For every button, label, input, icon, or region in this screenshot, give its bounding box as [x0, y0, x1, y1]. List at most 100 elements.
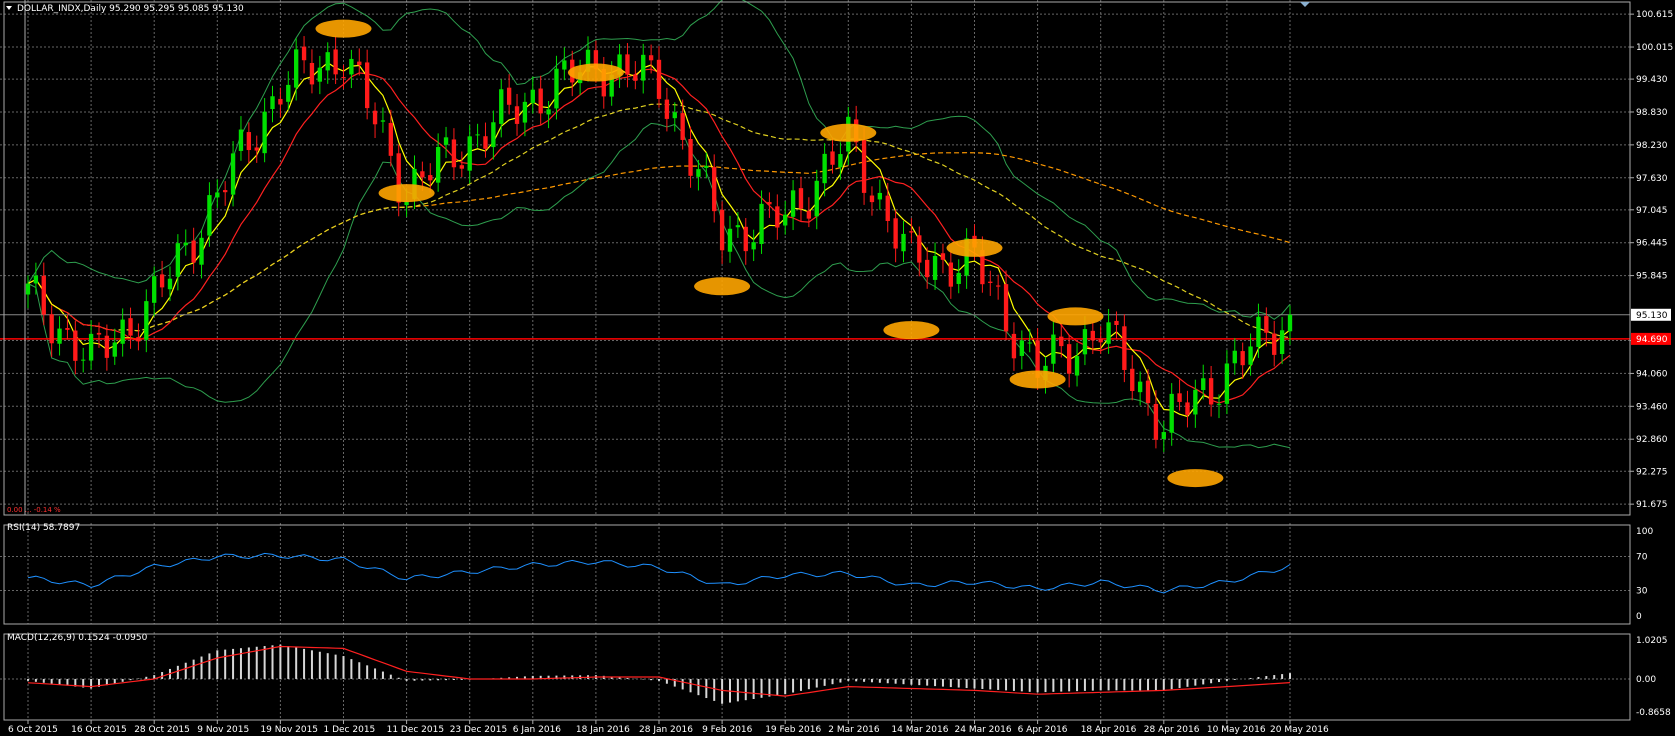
candle-body — [909, 231, 914, 233]
bollinger-upper — [27, 0, 1291, 320]
price-tick-label: 99.430 — [1636, 75, 1668, 85]
time-tick-label: 28 Apr 2016 — [1144, 725, 1200, 735]
candle-body — [1232, 350, 1237, 364]
candle-body — [562, 60, 567, 70]
price-tick-label: 97.630 — [1636, 174, 1668, 184]
candle-body — [1106, 322, 1111, 344]
candle-body — [1122, 326, 1127, 370]
price-tick-label: 97.045 — [1636, 206, 1668, 216]
time-tick-label: 19 Feb 2016 — [765, 725, 821, 735]
current-price-box — [1631, 308, 1671, 321]
candle-body — [396, 153, 401, 203]
price-tick-label: 100.015 — [1636, 43, 1673, 53]
time-tick-label: 6 Jan 2016 — [513, 725, 561, 735]
axis-labels: 100.615 100.015 99.430 98.830 98.230 97.630 97… — [8, 10, 1673, 735]
macd-tick-label: 0.00 — [1636, 675, 1656, 685]
candle-body — [404, 201, 409, 206]
rsi-panel — [27, 552, 1291, 594]
candle-body — [254, 147, 259, 151]
candle-body — [767, 201, 772, 205]
candle-body — [33, 275, 39, 284]
candle-body — [814, 180, 819, 217]
candle-body — [301, 46, 307, 61]
candle-body — [443, 137, 449, 145]
candle-body — [822, 153, 827, 184]
candle-body — [1248, 346, 1253, 365]
candle-body — [1279, 330, 1285, 355]
candle-body — [357, 61, 362, 66]
price-tick-label: 98.830 — [1636, 108, 1668, 118]
highlight-ellipse — [694, 277, 751, 296]
rsi-tick-label: 30 — [1636, 587, 1648, 597]
candle-body — [215, 192, 220, 198]
candle-body — [25, 283, 31, 295]
candle-body — [759, 203, 764, 244]
line-price-box — [1631, 332, 1671, 345]
macd-label: MACD(12,26,9) 0.1524 -0.0950 — [7, 633, 148, 643]
time-tick-label: 23 Dec 2015 — [450, 725, 508, 735]
dropdown-arrow-icon[interactable] — [6, 6, 12, 10]
candle-body — [96, 332, 102, 335]
candlesticks — [25, 35, 1293, 453]
candle-body — [270, 96, 275, 110]
candle-body — [364, 62, 370, 109]
candle-body — [727, 228, 733, 252]
candle-body — [593, 50, 599, 70]
time-tick-label: 16 Oct 2015 — [71, 725, 127, 735]
chart-title: DOLLAR_INDX,Daily 95.290 95.295 95.085 9… — [17, 4, 244, 14]
candle-body — [775, 206, 780, 228]
candle-body — [459, 165, 464, 169]
candle-body — [451, 139, 457, 168]
candle-body — [790, 190, 796, 217]
candle-body — [1161, 432, 1166, 440]
candle-body — [743, 226, 748, 252]
candle-body — [988, 281, 993, 283]
time-tick-label: 9 Nov 2015 — [197, 725, 249, 735]
candle-body — [223, 190, 228, 193]
candle-body — [664, 99, 670, 119]
candle-body — [420, 171, 425, 178]
candle-body — [885, 195, 890, 221]
price-tick-label: 100.615 — [1636, 10, 1673, 20]
candle-body — [159, 274, 165, 288]
candle-body — [735, 225, 741, 228]
candle-body — [491, 122, 496, 148]
candle-body — [585, 49, 591, 72]
candle-body — [1177, 393, 1182, 402]
price-tick-label: 91.675 — [1636, 500, 1668, 510]
info-text: 0.00 ... -0.14 % — [7, 506, 61, 514]
candle-body — [1193, 389, 1198, 415]
price-tick-label: 95.845 — [1636, 272, 1668, 282]
candle-body — [246, 132, 252, 151]
candle-body — [128, 318, 133, 336]
candle-body — [152, 276, 157, 303]
candle-body — [238, 129, 244, 151]
highlight-ellipse — [1047, 307, 1104, 326]
candle-body — [641, 54, 646, 81]
candle-body — [120, 319, 125, 344]
candle-body — [1264, 316, 1269, 333]
candle-body — [656, 59, 662, 99]
candle-body — [806, 210, 812, 219]
candle-body — [144, 301, 149, 340]
candle-body — [861, 139, 867, 193]
candle-body — [1185, 402, 1190, 415]
ema-fast-line — [27, 62, 1291, 418]
bollinger-lower — [27, 122, 1291, 449]
candle-body — [183, 242, 188, 246]
candle-body — [838, 154, 843, 168]
candle-body — [325, 52, 330, 71]
candle-body — [1153, 404, 1159, 440]
candle-body — [1137, 381, 1143, 393]
time-tick-label: 1 Dec 2015 — [324, 725, 376, 735]
scroll-marker-icon[interactable] — [1300, 2, 1310, 7]
candle-body — [333, 49, 338, 75]
candle-body — [940, 253, 946, 260]
candle-body — [617, 54, 622, 75]
candle-body — [499, 89, 504, 124]
rsi-line — [27, 552, 1291, 594]
candle-body — [341, 77, 346, 79]
candle-body — [1208, 378, 1214, 405]
candle-body — [317, 67, 323, 82]
